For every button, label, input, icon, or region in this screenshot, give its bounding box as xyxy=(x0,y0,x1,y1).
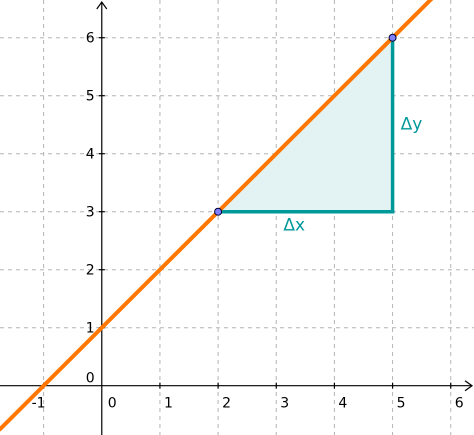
x-tick-label: 0 xyxy=(108,396,117,412)
annotations: Δx Δy xyxy=(283,115,422,236)
y-tick-label: 5 xyxy=(86,89,95,105)
x-tick-label: -1 xyxy=(32,396,46,412)
tick-labels: -1 1 2 3 4 5 6 0 1 2 3 4 5 6 0 xyxy=(32,31,464,412)
y-tick-label: 2 xyxy=(86,263,95,279)
delta-x-label: Δx xyxy=(283,216,305,236)
y-tick-label: 3 xyxy=(86,205,95,221)
x-tick-label: 6 xyxy=(455,396,464,412)
x-tick-label: 5 xyxy=(397,396,406,412)
delta-y-label: Δy xyxy=(401,115,423,135)
y-tick-label: 6 xyxy=(86,31,95,47)
x-tick-label: 3 xyxy=(280,396,289,412)
y-axis-arrow xyxy=(96,0,108,10)
x-tick-label: 2 xyxy=(222,396,231,412)
y-tick-label: 0 xyxy=(86,371,95,387)
x-axis-arrow xyxy=(464,380,474,392)
y-tick-label: 4 xyxy=(86,147,95,163)
y-tick-label: 1 xyxy=(86,321,95,337)
points xyxy=(214,33,397,216)
x-tick-label: 1 xyxy=(164,396,173,412)
x-tick-label: 4 xyxy=(338,396,347,412)
point[interactable] xyxy=(214,207,223,216)
point[interactable] xyxy=(388,33,397,42)
